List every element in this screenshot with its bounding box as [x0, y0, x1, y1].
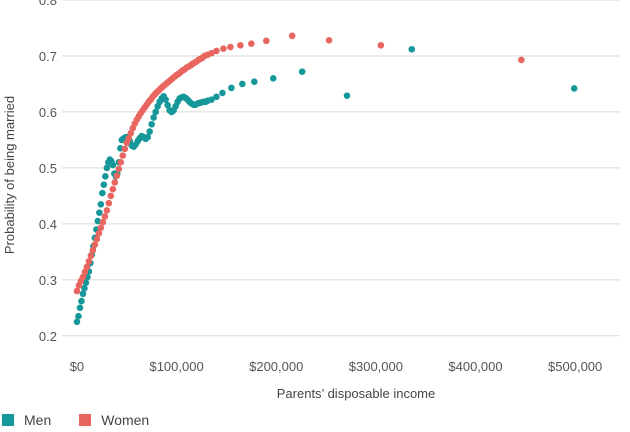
y-tick-label: 0.5 — [39, 161, 57, 176]
point-women — [73, 287, 81, 295]
point-women — [111, 179, 119, 186]
point-men — [570, 85, 578, 92]
legend-item-women: Women — [79, 412, 149, 428]
point-women — [103, 207, 111, 214]
point-women — [117, 159, 125, 166]
legend-label-women: Women — [101, 412, 150, 428]
point-men — [251, 78, 258, 86]
point-men — [73, 318, 81, 326]
point-women — [85, 258, 93, 265]
point-men — [219, 89, 226, 97]
x-axis-ticks: $0 $100,000 $200,000 $300,000 $400,000 $500,0… — [70, 359, 603, 374]
point-women — [93, 235, 101, 243]
point-women — [101, 213, 109, 220]
point-men — [343, 92, 351, 99]
point-men — [82, 279, 90, 286]
point-women — [99, 218, 107, 226]
point-women — [113, 172, 121, 180]
point-women — [119, 152, 127, 159]
legend-item-men: Men — [2, 412, 51, 428]
point-women — [115, 165, 123, 173]
x-tick-label: $100,000 — [149, 359, 203, 374]
point-women — [127, 129, 135, 137]
point-men — [79, 290, 87, 298]
point-women — [377, 42, 385, 49]
y-tick-label: 0.6 — [39, 105, 57, 120]
point-men — [239, 80, 246, 88]
y-axis-ticks: 0.2 0.3 0.4 0.5 0.6 0.7 0.8 — [39, 0, 57, 344]
point-women — [213, 47, 220, 55]
point-men — [96, 209, 103, 216]
x-axis-title: Parents’ disposable income — [277, 386, 436, 401]
point-men — [408, 45, 416, 53]
point-men — [269, 75, 277, 82]
point-men — [146, 128, 153, 135]
series-men — [73, 45, 578, 326]
point-men — [144, 133, 151, 141]
point-women — [105, 199, 113, 207]
point-men — [213, 93, 220, 101]
point-women — [81, 268, 89, 276]
point-men — [97, 200, 105, 208]
point-men — [94, 217, 102, 225]
point-men — [148, 120, 155, 128]
y-tick-label: 0.2 — [39, 329, 57, 344]
point-women — [109, 185, 117, 193]
point-men — [102, 173, 109, 180]
point-men — [150, 114, 157, 121]
point-men — [81, 284, 88, 292]
point-women — [227, 43, 234, 51]
point-men — [228, 84, 235, 92]
legend-swatch-women — [79, 414, 92, 426]
legend-label-men: Men — [24, 412, 52, 428]
point-women — [89, 246, 97, 254]
point-men — [75, 312, 82, 320]
point-men — [99, 189, 106, 197]
y-tick-label: 0.3 — [39, 273, 57, 288]
y-tick-label: 0.8 — [39, 0, 57, 8]
point-women — [325, 37, 333, 44]
point-men — [78, 297, 85, 305]
x-tick-label: $0 — [70, 359, 84, 374]
point-women — [95, 230, 103, 237]
point-women — [121, 145, 129, 153]
point-men — [162, 96, 169, 103]
legend-swatch-men — [2, 414, 14, 426]
point-men — [152, 108, 159, 116]
grid-layer — [62, 0, 620, 337]
point-women — [237, 42, 244, 49]
point-women — [83, 263, 91, 271]
point-men — [76, 304, 84, 312]
x-tick-label: $300,000 — [349, 359, 403, 374]
point-women — [79, 273, 87, 281]
point-women — [107, 192, 115, 200]
y-axis-title: Probability of being married — [2, 96, 17, 254]
series-women — [73, 32, 525, 295]
point-women — [91, 241, 99, 248]
point-women — [125, 134, 133, 142]
point-women — [97, 224, 105, 232]
point-men — [103, 164, 111, 172]
point-women — [220, 45, 227, 52]
point-women — [288, 32, 296, 40]
point-men — [298, 68, 306, 75]
point-women — [248, 40, 255, 47]
legend: Men Women — [2, 410, 177, 430]
point-men — [164, 101, 171, 109]
y-tick-label: 0.4 — [39, 217, 57, 232]
point-women — [518, 56, 525, 64]
y-tick-label: 0.7 — [39, 49, 57, 64]
x-tick-label: $500,000 — [548, 359, 602, 374]
x-tick-label: $400,000 — [448, 359, 502, 374]
series-layer — [73, 32, 578, 326]
point-men — [100, 181, 108, 188]
x-tick-label: $200,000 — [249, 359, 303, 374]
point-men — [208, 96, 215, 103]
point-women — [208, 49, 215, 57]
point-men — [109, 161, 117, 169]
point-women — [87, 252, 95, 260]
point-women — [262, 37, 270, 45]
